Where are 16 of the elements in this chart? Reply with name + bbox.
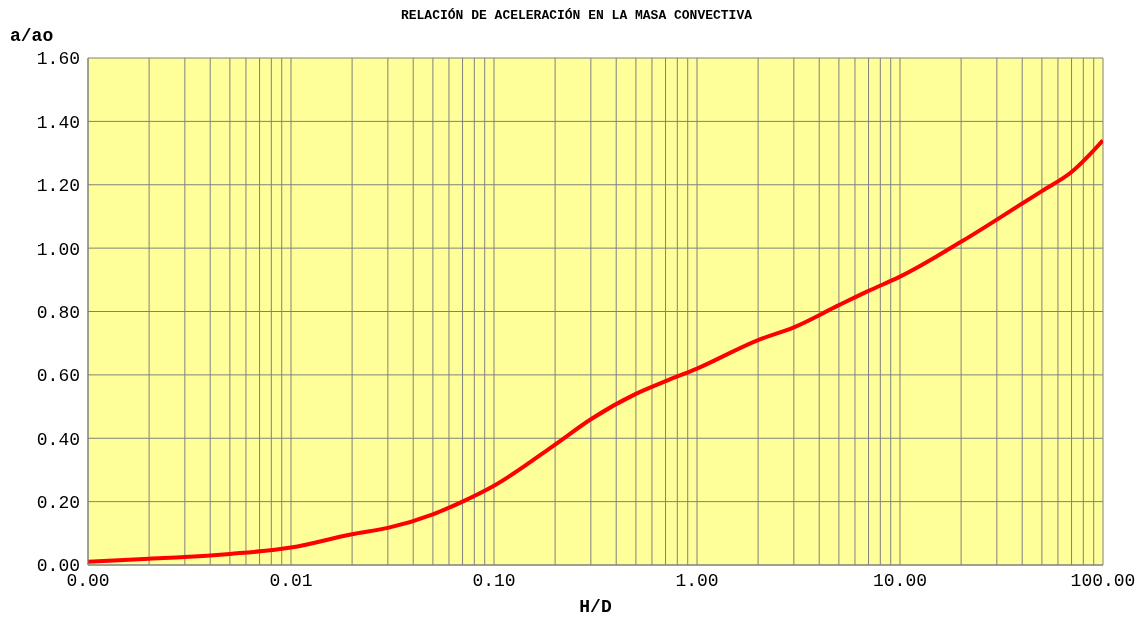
y-tick-label: 0.40	[36, 429, 80, 450]
x-axis-title: H/D	[579, 597, 612, 617]
y-tick-label: 0.60	[36, 366, 80, 387]
y-tick-label: 0.20	[36, 493, 80, 514]
y-tick-label: 1.40	[36, 112, 80, 133]
x-tick-label: 100.00	[1070, 570, 1136, 591]
chart-title: RELACIÓN DE ACELERACIÓN EN LA MASA CONVECTIVA	[399, 8, 754, 23]
y-tick-label: 0.80	[36, 302, 80, 323]
x-tick-label: 1.00	[675, 570, 719, 591]
x-tick-label: 0.10	[472, 570, 516, 591]
y-tick-label: 1.60	[36, 49, 80, 70]
y-axis-title: a/ao	[10, 26, 54, 46]
x-tick-label: 0.01	[269, 570, 313, 591]
y-tick-label: 1.00	[36, 239, 80, 260]
x-tick-label: 10.00	[872, 570, 928, 591]
y-tick-label: 1.20	[36, 176, 80, 197]
